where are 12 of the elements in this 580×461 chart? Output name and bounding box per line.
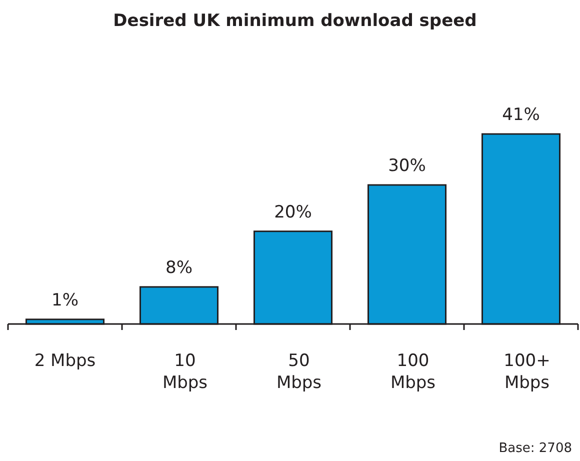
chart-title: Desired UK minimum download speed <box>113 11 477 31</box>
x-tick-label: 100+ Mbps <box>504 351 550 393</box>
data-label: 20% <box>274 202 312 222</box>
text: Base: 2708 <box>498 441 572 456</box>
data-label: 1% <box>52 290 78 310</box>
data-label: 41% <box>502 105 540 125</box>
x-tick-label: 2 Mbps <box>34 351 96 371</box>
data-label: 8% <box>166 258 192 278</box>
data-label: 30% <box>388 156 426 176</box>
x-tick-label: 50 Mbps <box>276 351 322 393</box>
x-tick-label: 100 Mbps <box>390 351 436 393</box>
x-tick-label: 10 Mbps <box>162 351 208 393</box>
